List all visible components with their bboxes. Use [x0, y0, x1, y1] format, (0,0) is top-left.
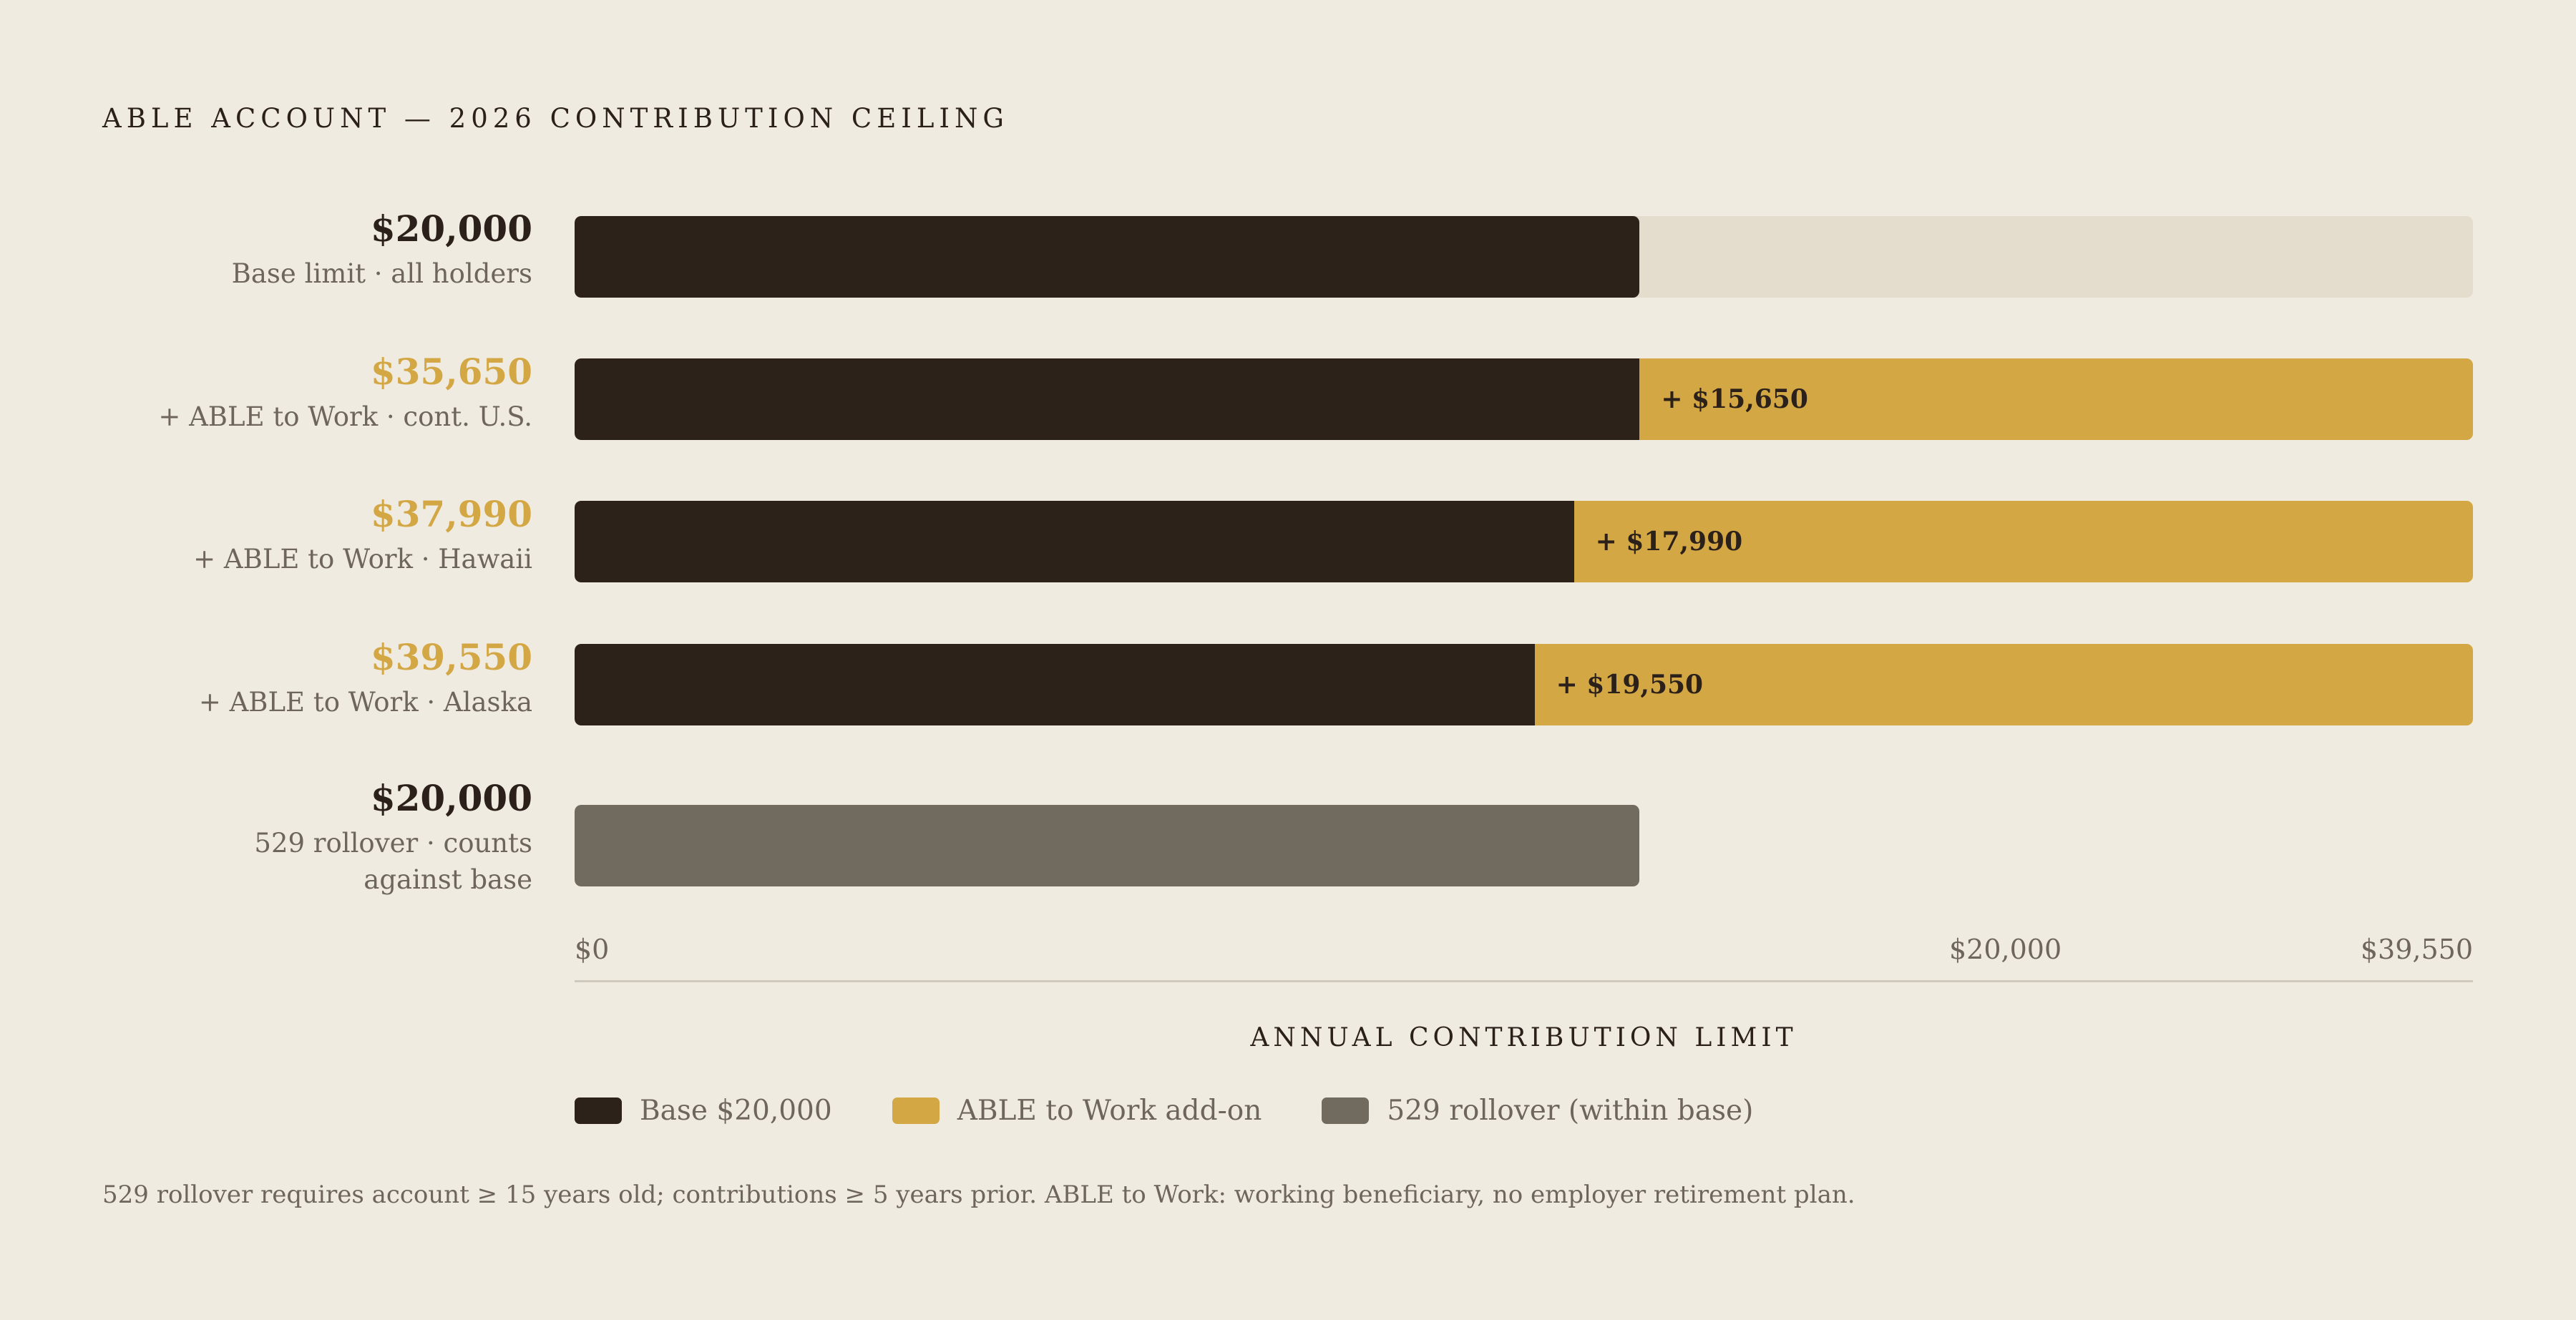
row-total-0: $20,000	[370, 207, 532, 250]
bar-add-on-label-2: + $17,990	[1595, 527, 1743, 557]
footnote: 529 rollover requires account ≥ 15 years…	[102, 1180, 1855, 1209]
row-total-4: $20,000	[370, 777, 532, 819]
row-label-1: $35,650 + ABLE to Work · cont. U.S.	[89, 352, 532, 435]
row-label-0: $20,000 Base limit · all holders	[89, 209, 532, 292]
bar-base-2	[575, 501, 1574, 582]
legend-swatch-rollover	[1322, 1097, 1370, 1124]
row-total-1: $35,650	[370, 351, 532, 393]
legend-item-add-on: ABLE to Work add-on	[892, 1095, 1262, 1127]
legend-item-base: Base $20,000	[575, 1095, 832, 1127]
bar-row-0	[575, 216, 2473, 298]
row-sub-2: + ABLE to Work · Hawaii	[193, 544, 532, 575]
legend-label-base: Base $20,000	[640, 1095, 832, 1127]
legend-swatch-base	[575, 1097, 622, 1124]
row-label-3: $39,550 + ABLE to Work · Alaska	[89, 637, 532, 720]
x-tick-0: $0	[575, 934, 610, 965]
bar-row-3: + $19,550	[575, 644, 2473, 725]
row-label-4: $20,000 529 rollover · counts against ba…	[89, 778, 532, 898]
row-sub-4: 529 rollover · counts against base	[254, 828, 532, 895]
bar-base-3	[575, 644, 1535, 725]
row-sub-1: + ABLE to Work · cont. U.S.	[158, 401, 532, 432]
row-label-2: $37,990 + ABLE to Work · Hawaii	[89, 494, 532, 577]
chart-title: ABLE ACCOUNT — 2026 CONTRIBUTION CEILING	[102, 103, 1009, 134]
row-total-2: $37,990	[370, 493, 532, 535]
legend-item-rollover: 529 rollover (within base)	[1322, 1095, 1753, 1127]
bar-add-on-label-1: + $15,650	[1661, 384, 1808, 414]
row-sub-3: + ABLE to Work · Alaska	[198, 687, 532, 718]
bar-add-on-3	[1534, 644, 2473, 725]
row-total-3: $39,550	[370, 636, 532, 678]
bar-row-1: + $15,650	[575, 358, 2473, 440]
bar-row-2: + $17,990	[575, 501, 2473, 582]
x-tick-1: $20,000	[1949, 934, 2062, 965]
bar-rollover-4	[575, 805, 1639, 886]
bar-add-on-2	[1574, 501, 2473, 582]
bar-base-1	[575, 358, 1640, 440]
legend-label-rollover: 529 rollover (within base)	[1387, 1095, 1754, 1127]
row-sub-0: Base limit · all holders	[231, 258, 532, 289]
x-axis-line	[575, 980, 2473, 982]
bar-base-0	[575, 216, 1639, 298]
bar-add-on-label-3: + $19,550	[1556, 670, 1704, 700]
legend-swatch-add-on	[892, 1097, 940, 1124]
x-tick-2: $39,550	[2360, 934, 2473, 965]
legend-label-add-on: ABLE to Work add-on	[957, 1095, 1262, 1127]
bar-add-on-1	[1639, 358, 2473, 440]
legend: Base $20,000 ABLE to Work add-on 529 rol…	[575, 1095, 1813, 1127]
x-axis-label: ANNUAL CONTRIBUTION LIMIT	[1250, 1023, 1797, 1052]
bar-row-4	[575, 805, 2473, 886]
